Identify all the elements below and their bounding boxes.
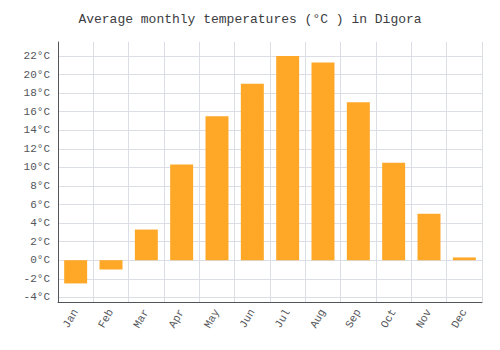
- svg-text:Jul: Jul: [273, 307, 293, 330]
- svg-text:-2°C: -2°C: [24, 273, 51, 285]
- svg-text:0°C: 0°C: [30, 254, 50, 266]
- svg-text:12°C: 12°C: [24, 143, 51, 155]
- svg-text:6°C: 6°C: [30, 199, 50, 211]
- svg-text:4°C: 4°C: [30, 217, 50, 229]
- svg-text:18°C: 18°C: [24, 87, 51, 99]
- svg-text:Nov: Nov: [414, 307, 434, 330]
- svg-text:Jan: Jan: [61, 307, 81, 330]
- svg-text:22°C: 22°C: [24, 50, 51, 62]
- svg-text:2°C: 2°C: [30, 236, 50, 248]
- svg-text:Apr: Apr: [167, 307, 187, 330]
- svg-text:10°C: 10°C: [24, 161, 51, 173]
- svg-text:Sep: Sep: [343, 307, 363, 330]
- svg-text:May: May: [202, 307, 222, 330]
- svg-text:Aug: Aug: [308, 307, 328, 330]
- svg-text:8°C: 8°C: [30, 180, 50, 192]
- svg-text:Jun: Jun: [237, 307, 257, 330]
- svg-text:14°C: 14°C: [24, 124, 51, 136]
- svg-text:-4°C: -4°C: [24, 291, 51, 303]
- svg-text:20°C: 20°C: [24, 69, 51, 81]
- svg-text:16°C: 16°C: [24, 106, 51, 118]
- svg-text:Feb: Feb: [96, 307, 116, 330]
- svg-text:Oct: Oct: [379, 307, 399, 330]
- svg-text:Dec: Dec: [449, 307, 469, 330]
- svg-text:Mar: Mar: [131, 307, 151, 330]
- svg-text:Average monthly temperatures (: Average monthly temperatures (°C ) in Di…: [78, 12, 421, 27]
